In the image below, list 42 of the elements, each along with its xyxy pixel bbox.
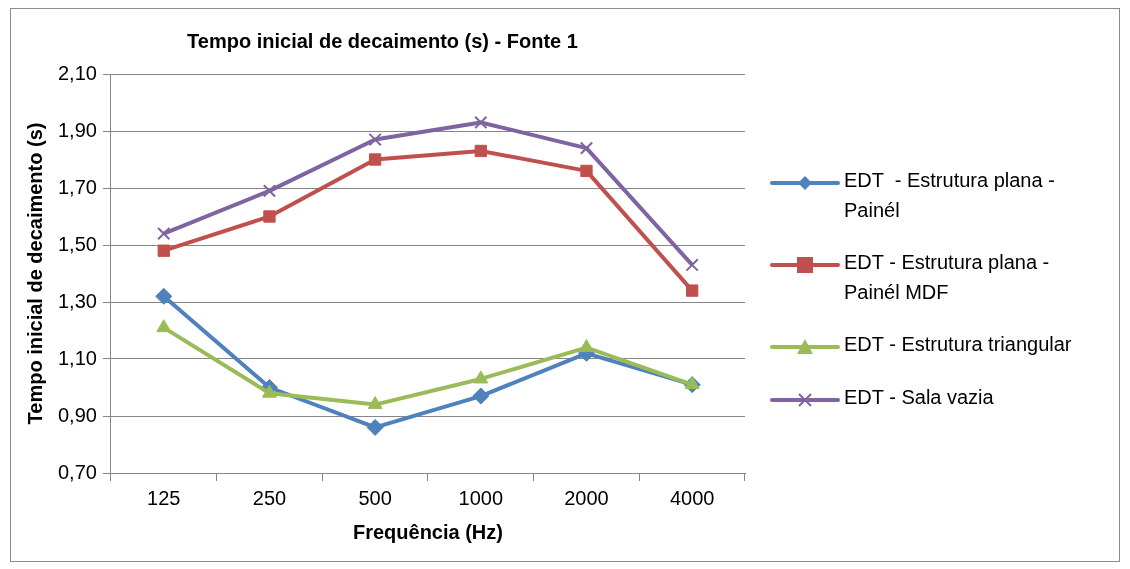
point (580, 164, 593, 178)
y-tick-label: 0,70 (57, 460, 97, 483)
legend-label: EDT - Estrutura plana - Painél MDF (844, 250, 1051, 305)
chart-title: Tempo inicial de decaimento (s) - Fonte 1 (187, 29, 578, 52)
y-tick-label: 1,50 (57, 232, 97, 255)
legend-label: EDT - Estrutura triangular (844, 332, 1072, 357)
point (686, 284, 699, 297)
point (262, 184, 277, 198)
legend-label: EDT - Sala vazia (844, 385, 994, 410)
y-tick-label: 2,10 (57, 61, 97, 84)
x-tick-label: 500 (358, 486, 392, 509)
y-axis-title: Tempo inicial de decaimento (s) (23, 122, 46, 425)
point (367, 396, 383, 410)
legend-label: EDT - Estrutura plana - Painél (844, 168, 1056, 223)
point (366, 418, 384, 436)
y-tick-label: 0,90 (57, 403, 97, 426)
x-axis-title: Frequência (Hz) (352, 520, 503, 543)
point (685, 258, 699, 272)
point (156, 319, 172, 333)
point (473, 370, 489, 384)
point (262, 384, 277, 398)
x-tick-label: 1000 (458, 486, 504, 509)
point (474, 144, 487, 158)
point (579, 339, 594, 353)
y-tick-label: 1,10 (57, 346, 97, 369)
point (157, 226, 171, 241)
point (157, 244, 170, 257)
point (263, 210, 276, 223)
x-tick-label: 4000 (669, 486, 715, 509)
x-tick-label: 250 (252, 486, 287, 509)
x-tick-label: 2000 (564, 486, 609, 509)
y-tick-label: 1,30 (57, 289, 97, 312)
point (579, 141, 594, 155)
point (684, 376, 700, 390)
point (368, 132, 382, 147)
point (472, 387, 490, 405)
point (155, 287, 173, 305)
y-tick-label: 1,90 (57, 118, 97, 141)
x-tick-label: 125 (147, 486, 181, 509)
point (474, 115, 488, 130)
point (368, 153, 382, 166)
y-tick-label: 1,70 (57, 175, 97, 198)
